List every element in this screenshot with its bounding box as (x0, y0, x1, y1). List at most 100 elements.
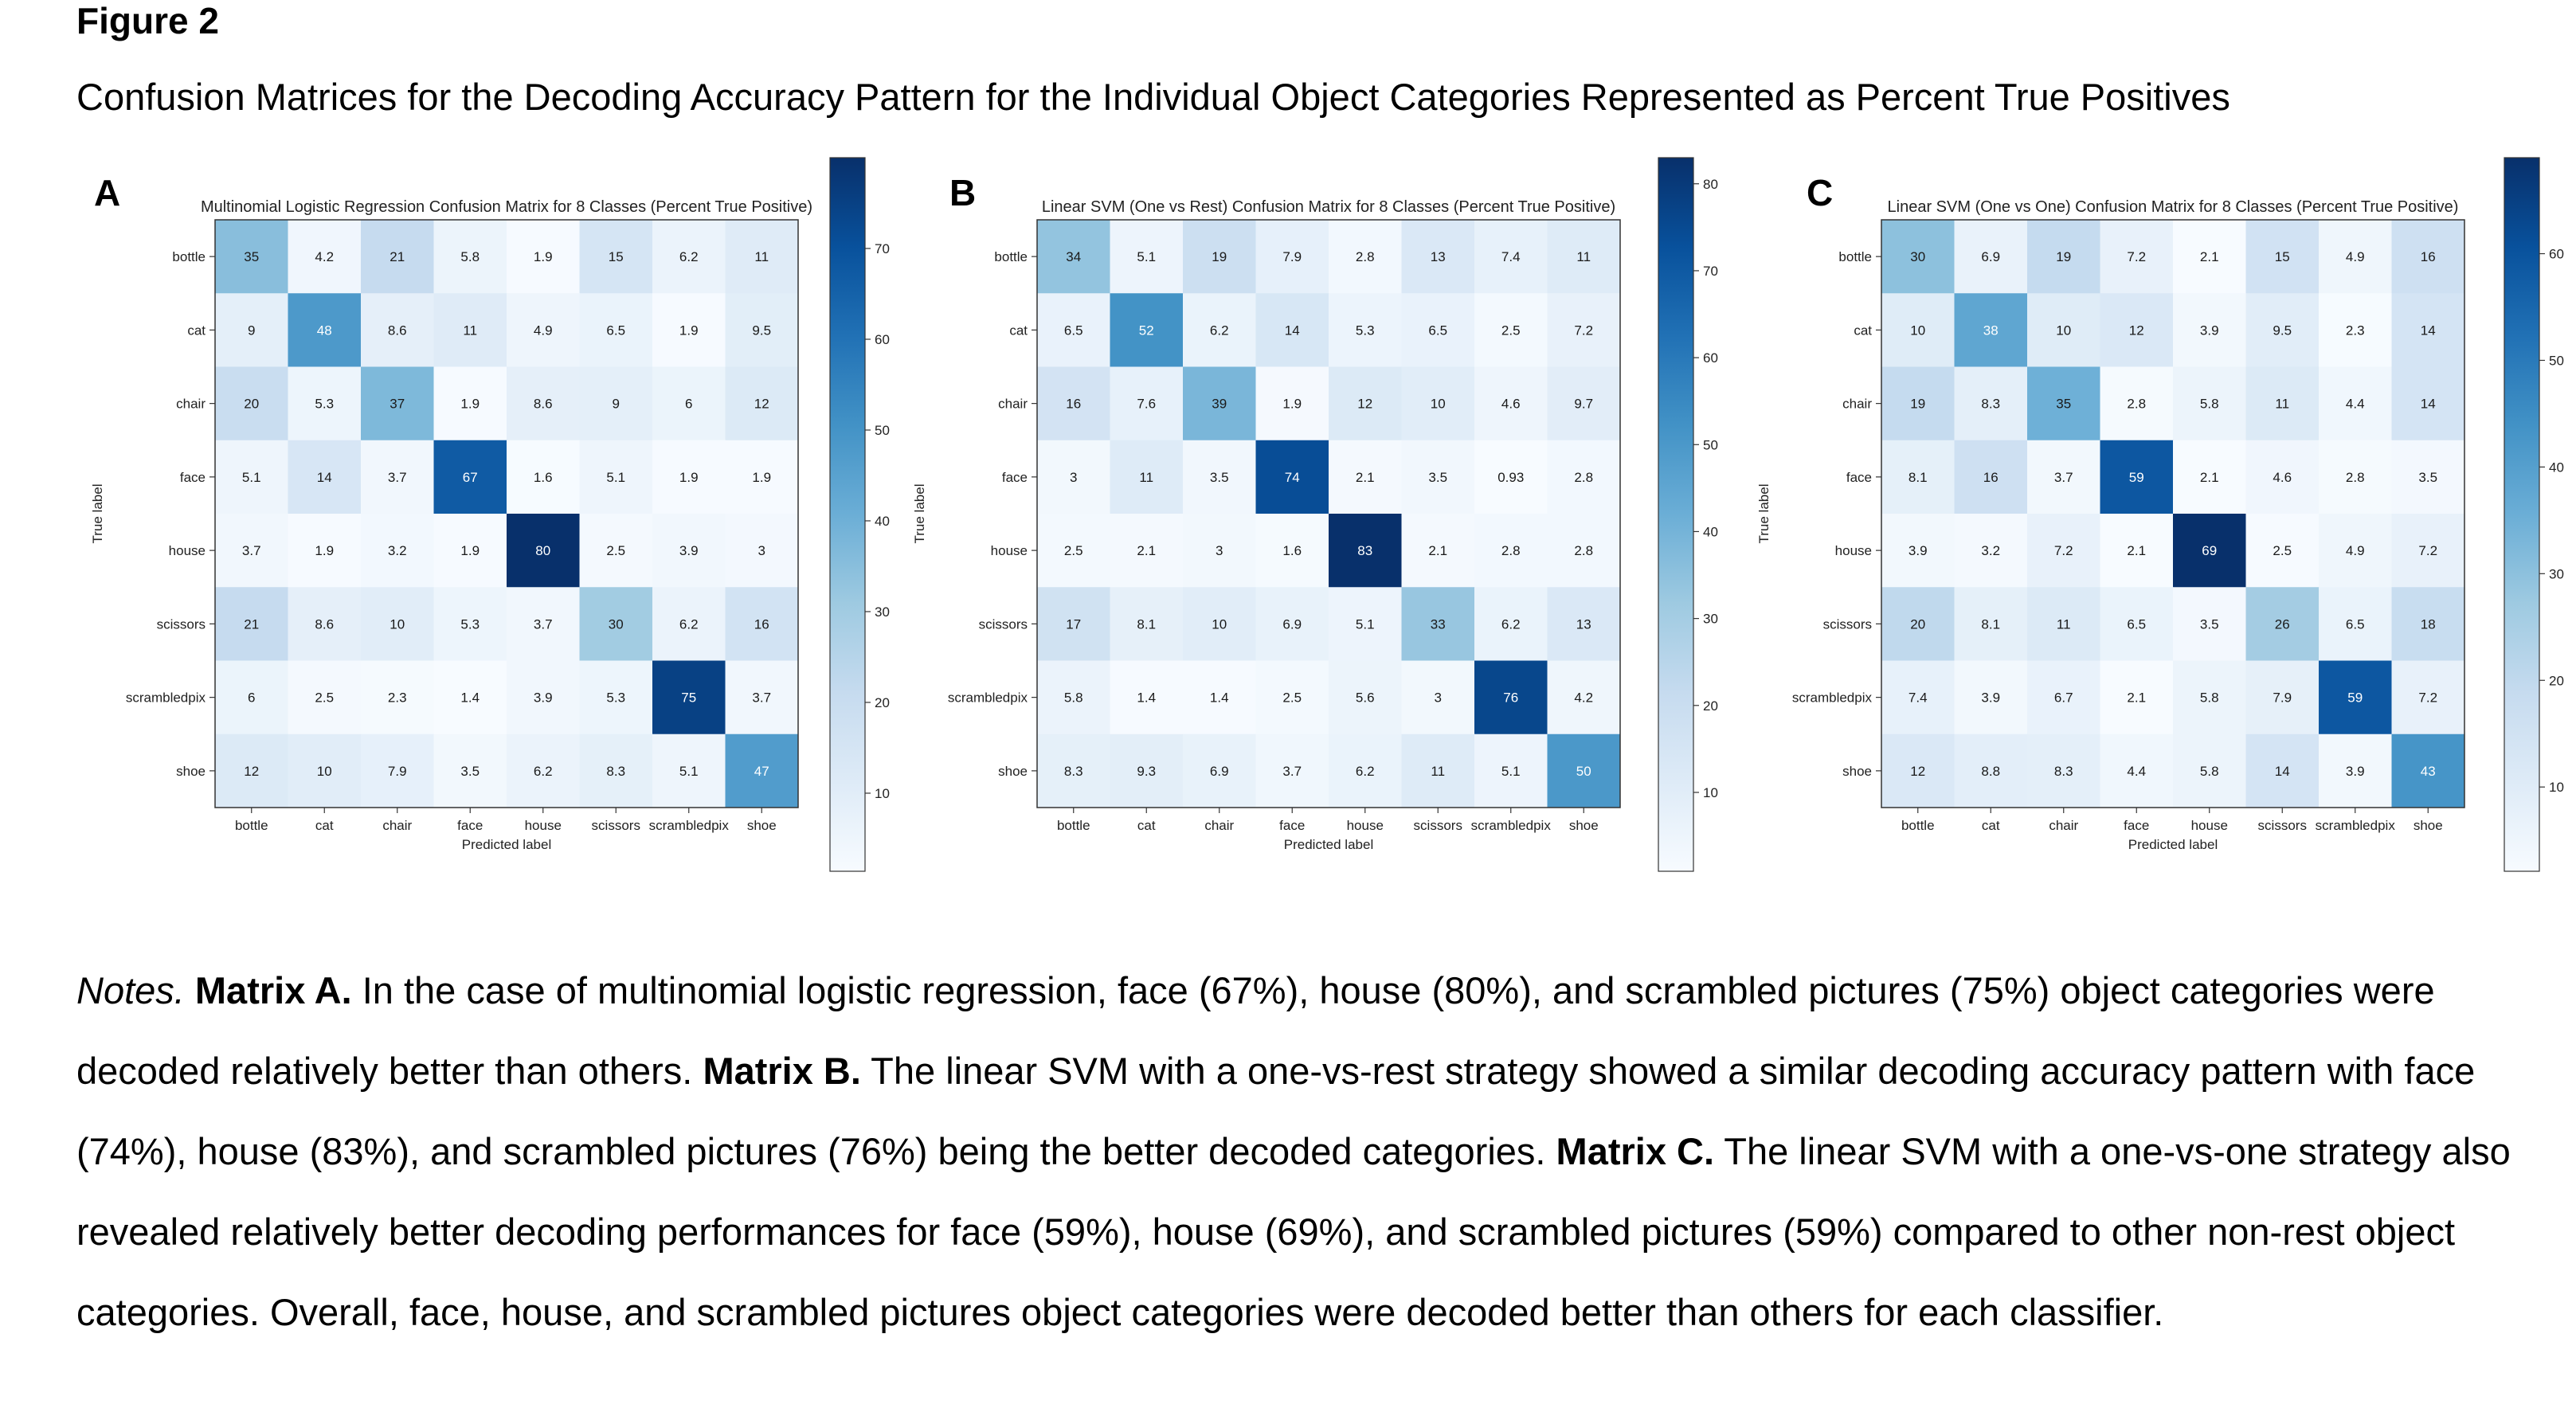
matrix-cell (1954, 366, 2028, 441)
matrix-cell (1954, 733, 2028, 808)
cell-value-label: 7.4 (1501, 249, 1521, 264)
cell-value-label: 9.5 (752, 323, 771, 338)
confusion-matrices-figure: A Multinomial Logistic Regression Confusi… (90, 157, 2564, 872)
cell-value-label: 3 (758, 543, 765, 558)
cell-value-label: 3.2 (1981, 543, 2000, 558)
matrix-cell (2027, 733, 2100, 808)
matrix-cell (361, 440, 434, 514)
matrix-cell (2391, 293, 2465, 367)
matrix-cell (215, 220, 288, 294)
cell-value-label: 10 (317, 764, 332, 779)
colorbar-tick-label: 40 (1703, 524, 1718, 539)
y-tick-label: house (1835, 543, 1872, 558)
figure-notes: Notes. Matrix A. In the case of multinom… (76, 950, 2554, 1352)
cell-value-label: 3.7 (752, 690, 771, 706)
matrix-cell (2391, 587, 2465, 661)
matrix-cell (1255, 366, 1329, 441)
cell-value-label: 5.3 (460, 616, 480, 632)
matrix-cell (215, 366, 288, 441)
matrix-cell (2173, 366, 2246, 441)
matrix-cell (361, 587, 434, 661)
colorbar-tick-label: 20 (1703, 698, 1718, 714)
cell-value-label: 1.9 (752, 470, 771, 485)
matrix-cell (2319, 733, 2392, 808)
y-tick-label: cat (1009, 323, 1028, 338)
matrix-cell (215, 733, 288, 808)
cell-value-label: 52 (1139, 323, 1154, 338)
matrix-cell (2100, 660, 2174, 735)
cell-value-label: 11 (463, 323, 477, 338)
matrix-cell (361, 293, 434, 367)
cell-value-label: 6.9 (1282, 616, 1302, 632)
matrix-cell (652, 293, 726, 367)
matrix-cell (1037, 587, 1110, 661)
x-tick-label: chair (2049, 818, 2078, 833)
matrix-cell (361, 366, 434, 441)
cell-value-label: 5.1 (1501, 764, 1521, 779)
cell-value-label: 5.8 (2200, 690, 2219, 706)
matrix-cell (1037, 660, 1110, 735)
matrix-cell (652, 440, 726, 514)
confusion-matrix-b: B Linear SVM (One vs Rest) Confusion Matr… (912, 157, 1718, 872)
cell-value-label: 2.3 (2346, 323, 2365, 338)
x-tick-label: scissors (592, 818, 640, 833)
matrix-cell (2027, 293, 2100, 367)
matrix-cell (1183, 293, 1256, 367)
cell-value-label: 6.9 (1210, 764, 1229, 779)
y-tick-label: chair (176, 397, 206, 412)
x-tick-label: face (457, 818, 483, 833)
x-tick-label: house (1347, 818, 1384, 833)
matrix-cell (725, 514, 799, 588)
matrix-cell (579, 366, 653, 441)
cell-value-label: 10 (2056, 323, 2071, 338)
matrix-cell (1183, 366, 1256, 441)
cell-value-label: 3.2 (388, 543, 407, 558)
matrix-cell (2245, 220, 2320, 294)
cell-value-label: 43 (2421, 764, 2436, 779)
colorbar-tick-label: 60 (875, 332, 890, 347)
matrix-cell (652, 733, 726, 808)
cell-value-label: 5.8 (2200, 764, 2219, 779)
matrix-cell (725, 440, 799, 514)
cell-value-label: 6.2 (679, 249, 699, 264)
cell-value-label: 8.1 (1909, 470, 1928, 485)
cell-value-label: 12 (754, 397, 769, 412)
matrix-cell (1329, 514, 1402, 588)
cell-value-label: 9.7 (1574, 397, 1593, 412)
cell-value-label: 7.6 (1137, 397, 1156, 412)
cell-value-label: 1.4 (1137, 690, 1156, 706)
matrix-cell (1110, 293, 1184, 367)
matrix-cell (2027, 220, 2100, 294)
matrix-cell (1547, 660, 1621, 735)
matrix-cell (361, 660, 434, 735)
cell-value-label: 5.3 (315, 397, 334, 412)
cell-value-label: 2.1 (2127, 690, 2146, 706)
cell-value-label: 17 (1066, 616, 1081, 632)
x-tick-label: bottle (1057, 818, 1090, 833)
matrix-cell (2027, 440, 2100, 514)
matrix-cell (2173, 733, 2246, 808)
matrix-title: Linear SVM (One vs One) Confusion Matrix… (1888, 198, 2459, 216)
matrix-cell (725, 733, 799, 808)
matrix-cell (2319, 293, 2392, 367)
cell-value-label: 6 (248, 690, 255, 706)
matrix-cell (579, 660, 653, 735)
matrix-cell (1329, 220, 1402, 294)
matrix-cell (1037, 514, 1110, 588)
matrix-cell (288, 220, 362, 294)
matrix-cell (652, 587, 726, 661)
matrix-cell (2100, 366, 2174, 441)
x-tick-label: chair (382, 818, 412, 833)
figure-title: Confusion Matrices for the Decoding Accu… (76, 76, 2230, 118)
matrix-cell (1183, 440, 1256, 514)
cell-value-label: 1.9 (534, 249, 553, 264)
matrix-cell (1110, 587, 1184, 661)
matrix-cell (2027, 660, 2100, 735)
matrix-cell (2245, 660, 2320, 735)
matrix-title: Linear SVM (One vs Rest) Confusion Matri… (1042, 198, 1615, 216)
cell-value-label: 3.5 (1210, 470, 1229, 485)
matrix-cell (507, 514, 580, 588)
matrix-cell (433, 733, 507, 808)
matrix-cell (507, 220, 580, 294)
colorbar-tick-label: 60 (2549, 247, 2564, 262)
